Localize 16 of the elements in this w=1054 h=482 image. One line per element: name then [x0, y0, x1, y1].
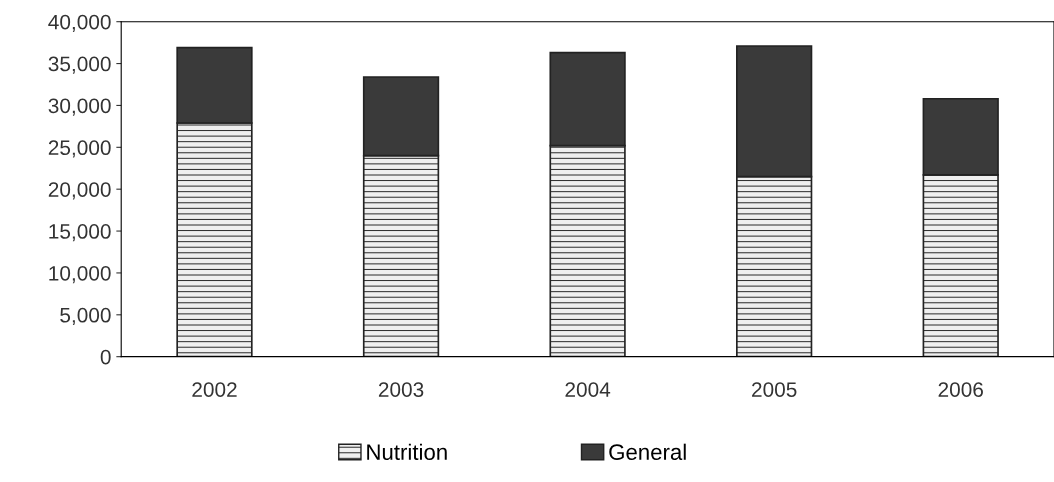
y-tick-label: 30,000: [48, 98, 111, 116]
x-tick-label: 2002: [192, 382, 237, 397]
x-tick-label: 2004: [565, 382, 611, 397]
y-tick-label: 20,000: [48, 182, 111, 200]
x-tick-label: 2005: [752, 382, 797, 397]
y-tick-label: 35,000: [48, 56, 111, 74]
y-tick-label: 0: [100, 349, 111, 365]
x-tick-label: 2006: [938, 382, 983, 397]
legend-label: General: [609, 443, 686, 460]
y-tick-label: 40,000: [48, 14, 111, 32]
y-tick-label: 15,000: [49, 224, 111, 242]
y-tick-label: 5,000: [60, 307, 111, 326]
x-tick-label: 2003: [378, 382, 424, 397]
legend-label: Nutrition: [367, 443, 447, 460]
y-tick-label: 10,000: [49, 265, 111, 284]
y-tick-label: 25,000: [48, 140, 111, 158]
